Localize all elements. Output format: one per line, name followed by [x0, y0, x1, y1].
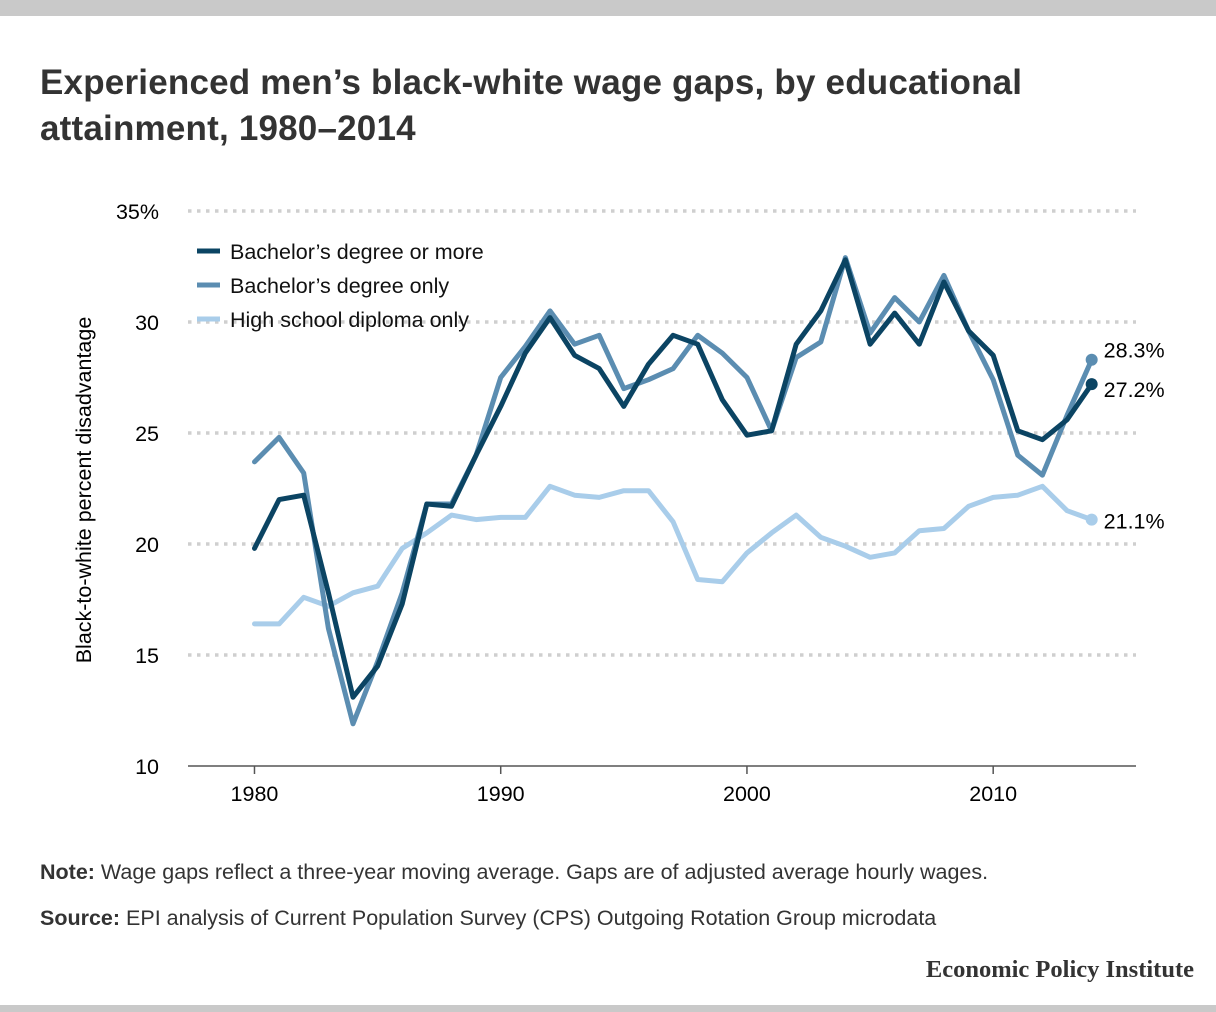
chart-title: Experienced men’s black-white wage gaps,… — [40, 63, 1023, 148]
series-line — [252, 483, 1095, 627]
note-line: Note: Wage gaps reflect a three-year mov… — [40, 856, 1180, 888]
series-line — [252, 257, 1095, 700]
y-tick-label: 10 — [135, 755, 159, 779]
brand-wordmark: Economic Policy Institute — [925, 956, 1194, 983]
source-text: EPI analysis of Current Population Surve… — [120, 906, 937, 930]
y-tick-label: 25 — [135, 422, 159, 446]
series-end-label: 27.2% — [1104, 378, 1165, 402]
notes-block: Note: Wage gaps reflect a three-year mov… — [40, 856, 1180, 948]
series-end-point — [1085, 513, 1098, 526]
series-end-label: 21.1% — [1104, 510, 1165, 534]
legend-label: Bachelor’s degree only — [230, 274, 449, 298]
legend-label: High school diploma only — [230, 308, 469, 332]
legend: Bachelor’s degree or more Bachelor’s degr… — [197, 240, 484, 332]
y-axis-ticks: 10 15 20 25 30 35% — [116, 200, 159, 779]
x-tick-label: 1980 — [231, 782, 279, 806]
note-label: Note: — [40, 860, 95, 884]
x-tick-label: 2000 — [723, 782, 771, 806]
x-axis: 1980 1990 2000 2010 — [188, 765, 1136, 806]
y-tick-label: 30 — [135, 311, 159, 335]
bottom-border-bar — [0, 1005, 1216, 1012]
top-border-bar — [0, 0, 1216, 16]
legend-label: Bachelor’s degree or more — [230, 240, 484, 264]
y-tick-label: 20 — [135, 533, 159, 557]
x-tick-label: 1990 — [477, 782, 525, 806]
y-tick-label: 35% — [116, 200, 159, 224]
y-axis-label: Black-to-white percent disadvantage — [72, 317, 96, 664]
series-end-label: 28.3% — [1104, 339, 1165, 363]
series-end-point — [1085, 378, 1098, 391]
line-chart: 10 15 20 25 30 35% 1980 1990 2000 2010 Black-to-… — [72, 200, 1165, 806]
series-end-point — [1085, 353, 1098, 366]
series-endpoints: 27.2% 28.3% 21.1% — [1085, 339, 1165, 534]
note-text: Wage gaps reflect a three-year moving av… — [94, 860, 989, 884]
series-lines — [252, 255, 1095, 727]
y-tick-label: 15 — [135, 644, 159, 668]
x-tick-label: 2010 — [969, 782, 1017, 806]
source-line: Source: EPI analysis of Current Populati… — [40, 902, 1180, 934]
source-label: Source: — [40, 906, 121, 930]
